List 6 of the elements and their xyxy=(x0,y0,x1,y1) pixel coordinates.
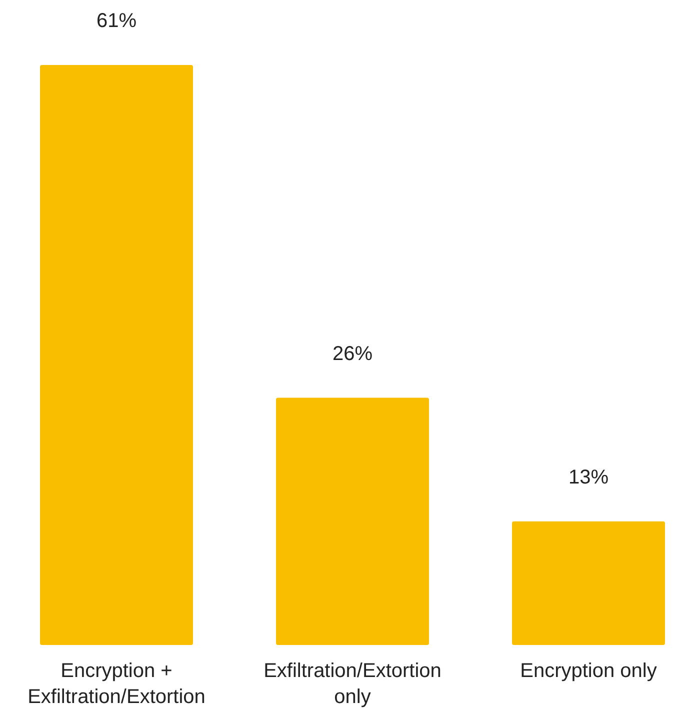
x-tick-label: Encryption only xyxy=(520,660,657,682)
data-label: 13% xyxy=(568,466,609,488)
data-label: 26% xyxy=(332,342,373,365)
x-tick-label: Exfiltration/Extortion only xyxy=(264,660,442,708)
data-label: 61% xyxy=(96,10,137,32)
x-tick-label: Encryption + Exfiltration/Extortion xyxy=(28,660,206,708)
